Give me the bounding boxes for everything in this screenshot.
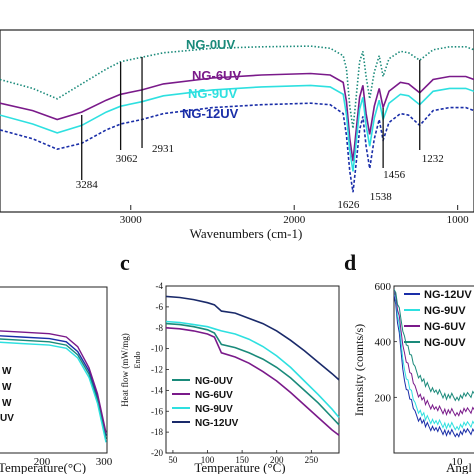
tga-legend-frag-4: UV xyxy=(0,413,14,424)
tga-legend-fragments: W W W UV xyxy=(0,366,14,424)
xrd-frame xyxy=(393,285,474,454)
legend-label-ng0uv: NG-0UV xyxy=(186,37,235,52)
panel-letter-c: c xyxy=(120,250,130,275)
xrd-y-axis-label: Intensity (counts/s) xyxy=(352,324,366,416)
xrd-y-tick-400: 400 xyxy=(375,337,392,349)
ftir-x-tick-3000: 3000 xyxy=(120,214,143,226)
tga-frame xyxy=(0,286,108,454)
tga-line-2 xyxy=(0,338,107,440)
dsc-legend-label-ng-6uv: NG-6UV xyxy=(195,390,233,401)
tga-legend-frag-2: W xyxy=(2,382,12,393)
dsc-y-tick--4: -4 xyxy=(156,281,164,291)
ftir-x-tick-2000: 2000 xyxy=(283,214,306,226)
tga-line-4 xyxy=(0,341,107,443)
legend-label-ng9uv: NG-9UV xyxy=(188,86,237,101)
legend-label-ng12uv: NG-12UV xyxy=(182,106,239,121)
panel-letter-d: d xyxy=(344,250,356,275)
dsc-frame xyxy=(165,285,340,454)
dsc-y-tick--10: -10 xyxy=(151,344,163,354)
ftir-x-axis-label: Wavenumbers (cm-1) xyxy=(190,226,303,241)
dsc-y-tick--12: -12 xyxy=(151,365,163,375)
tga-x-tick-300: 300 xyxy=(96,456,113,468)
ftir-series-group xyxy=(0,45,474,193)
xrd-legend-label-ng-0uv: NG-0UV xyxy=(424,337,466,349)
tga-panel: W W W UV 200 300 Temperature(°C) xyxy=(0,286,113,474)
tga-series-group xyxy=(0,330,107,443)
ftir-x-ticks: 3000 2000 1000 xyxy=(120,205,469,226)
xrd-legend-label-ng-12uv: NG-12UV xyxy=(424,289,472,301)
ftir-line-ng-12uv xyxy=(0,102,474,193)
ftir-peak-label-1626: 1626 xyxy=(337,199,360,211)
ftir-peak-label-3062: 3062 xyxy=(116,153,138,165)
ftir-panel: NG-0UV NG-6UV NG-9UV NG-12UV 3284 3062 293… xyxy=(0,29,474,241)
ftir-peak-markers: 3284 3062 2931 1626 1538 1456 1232 xyxy=(76,57,444,211)
ftir-line-ng-0uv xyxy=(0,45,474,129)
ftir-line-ng-6uv xyxy=(0,72,474,162)
tga-line-3 xyxy=(0,330,107,433)
xrd-y-ticks: 200 400 600 xyxy=(375,281,397,404)
legend-label-ng6uv: NG-6UV xyxy=(192,68,241,83)
xrd-legend-label-ng-9uv: NG-9UV xyxy=(424,305,466,317)
dsc-y-tick--20: -20 xyxy=(151,448,163,458)
tga-line-1 xyxy=(0,335,107,436)
xrd-x-axis-label: Angl xyxy=(446,460,472,474)
dsc-line-ng-0uv xyxy=(165,322,340,426)
dsc-y-tick--8: -8 xyxy=(156,323,164,333)
xrd-y-tick-200: 200 xyxy=(375,392,392,404)
dsc-x-axis-label: Temperature (°C) xyxy=(194,460,285,474)
dsc-x-tick-250: 250 xyxy=(305,455,319,465)
dsc-y-tick--14: -14 xyxy=(151,385,163,395)
xrd-y-tick-600: 600 xyxy=(375,281,392,293)
dsc-line-ng-6uv xyxy=(165,327,340,436)
dsc-legend-label-ng-0uv: NG-0UV xyxy=(195,376,233,387)
xrd-legend-label-ng-6uv: NG-6UV xyxy=(424,321,466,333)
dsc-line-ng-9uv xyxy=(165,320,340,419)
dsc-line-ng-12uv xyxy=(165,295,340,381)
dsc-y-tick--16: -16 xyxy=(151,406,163,416)
dsc-x-tick-100: 100 xyxy=(201,455,215,465)
ftir-peak-label-1232: 1232 xyxy=(422,153,444,165)
xrd-panel: d 200 400 600 NG-12UV NG-9UV NG-6UV NG-0UV In… xyxy=(344,250,474,474)
ftir-legend: NG-0UV NG-6UV NG-9UV NG-12UV xyxy=(182,37,241,121)
dsc-x-tick-150: 150 xyxy=(235,455,249,465)
dsc-y-tick--18: -18 xyxy=(151,427,163,437)
tga-x-tick-200: 200 xyxy=(34,456,51,468)
xrd-line-ng-12uv xyxy=(394,294,474,438)
dsc-series-group xyxy=(165,295,340,436)
dsc-legend-label-ng-9uv: NG-9UV xyxy=(195,404,233,415)
xrd-line-ng-9uv xyxy=(394,289,474,431)
tga-legend-frag-1: W xyxy=(2,366,12,377)
xrd-series-group xyxy=(394,289,474,438)
dsc-legend: NG-0UV NG-6UV NG-9UV NG-12UV xyxy=(172,376,239,429)
ftir-peak-label-1538: 1538 xyxy=(370,191,393,203)
dsc-panel: c -20 -18 -16 -14 -12 -10 -8 -6 -4 50 100 150 200 25… xyxy=(120,250,340,474)
xrd-legend: NG-12UV NG-9UV NG-6UV NG-0UV xyxy=(404,289,472,349)
dsc-x-tick-50: 50 xyxy=(168,455,178,465)
ftir-line-ng-9uv xyxy=(0,84,474,172)
dsc-endo-annotation: Endo xyxy=(133,352,142,369)
dsc-x-ticks: 50 100 150 200 250 xyxy=(168,450,319,465)
xrd-x-tick-10: 10 xyxy=(452,456,464,468)
ftir-peak-label-2931: 2931 xyxy=(152,143,174,155)
ftir-peak-label-3284: 3284 xyxy=(76,179,99,191)
ftir-peak-label-1456: 1456 xyxy=(383,169,406,181)
xrd-line-ng-0uv xyxy=(394,289,474,402)
dsc-x-tick-200: 200 xyxy=(270,455,284,465)
dsc-legend-label-ng-12uv: NG-12UV xyxy=(195,418,239,429)
dsc-y-tick--6: -6 xyxy=(156,302,164,312)
tga-x-axis-label: Temperature(°C) xyxy=(0,460,86,474)
xrd-line-ng-6uv xyxy=(394,289,474,417)
ftir-x-tick-1000: 1000 xyxy=(447,214,470,226)
tga-legend-frag-3: W xyxy=(2,398,12,409)
ftir-frame xyxy=(0,29,474,213)
dsc-y-axis-label: Heat flow (mW/mg) xyxy=(120,333,130,406)
